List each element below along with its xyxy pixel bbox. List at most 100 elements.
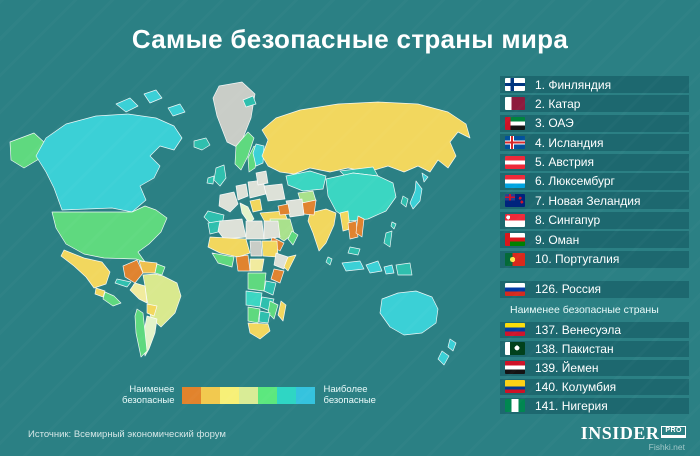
- rank-row-1: 1. Финляндия: [500, 76, 689, 93]
- rank-label: 137. Венесуэла: [535, 322, 622, 337]
- country-ireland: [206, 175, 215, 185]
- legend-swatch-1: [182, 386, 202, 404]
- page-title: Самые безопасные страны мира: [131, 24, 569, 54]
- country-mozambique: [267, 300, 279, 320]
- flag-uae-icon: [505, 116, 525, 130]
- rank-row-6: 6. Люксембург: [500, 172, 689, 190]
- rank-row-russia: 126. Россия: [500, 280, 689, 298]
- country-kenya: [270, 268, 285, 284]
- ranking-panel: 1. Финляндия 2. Катар 3. ОАЭ 4. Исландия…: [500, 76, 689, 417]
- country-usa: [51, 205, 168, 263]
- flag-new-zealand-icon: [505, 194, 525, 208]
- legend-swatch-2: [201, 386, 221, 404]
- flag-colombia-icon: [505, 380, 525, 394]
- legend-label-line: Наиболее: [323, 384, 368, 395]
- logo-name: INSIDER: [580, 423, 660, 443]
- source-text: Источник: Всемирный экономический форум: [28, 429, 226, 440]
- country-sri-lanka: [325, 256, 333, 266]
- country-canada-islands-1: [115, 97, 139, 113]
- country-new-zealand-north: [447, 338, 457, 352]
- country-kazakhstan: [285, 170, 327, 192]
- flag-venezuela-icon: [505, 323, 525, 337]
- legend-swatch-4: [239, 386, 259, 404]
- country-algeria: [217, 218, 247, 240]
- legend-label-line: безопасные: [323, 395, 376, 406]
- least-safe-subtitle: Наименее безопасные страны: [510, 303, 659, 316]
- rank-row-138: 138. Пакистан: [500, 340, 689, 357]
- country-south-africa: [247, 322, 271, 340]
- flag-oman-icon: [505, 233, 525, 247]
- country-nigeria: [235, 254, 251, 272]
- country-thailand: [347, 220, 359, 240]
- country-sulawesi: [383, 264, 395, 275]
- country-baltics: [255, 170, 269, 186]
- rank-label: 138. Пакистан: [535, 341, 614, 356]
- country-madagascar: [277, 300, 287, 322]
- country-colombia: [122, 259, 144, 284]
- flag-russia-icon: [505, 282, 525, 296]
- country-guinea-coast: [211, 252, 235, 268]
- country-new-guinea: [395, 262, 413, 276]
- country-sumatra: [341, 260, 365, 272]
- rank-row-140: 140. Колумбия: [500, 378, 689, 395]
- country-peru: [129, 282, 148, 304]
- country-canada-islands-2: [143, 89, 163, 104]
- country-japan-hokkaido: [421, 172, 429, 183]
- country-canada: [35, 113, 183, 213]
- country-botswana: [258, 310, 271, 324]
- flag-austria-icon: [505, 155, 525, 169]
- rank-label: 7. Новая Зеландия: [535, 193, 641, 208]
- country-angola: [245, 290, 263, 308]
- rank-row-8: 8. Сингапур: [500, 211, 689, 229]
- country-ukraine: [263, 183, 286, 202]
- rank-label: 3. ОАЭ: [535, 116, 574, 131]
- country-finland: [252, 143, 265, 167]
- country-chad: [249, 240, 263, 257]
- country-borneo: [365, 260, 383, 274]
- legend-swatch-3: [220, 386, 240, 404]
- country-vietnam: [355, 215, 365, 238]
- flag-luxembourg-icon: [505, 174, 525, 188]
- country-svalbard: [242, 95, 257, 108]
- flag-yemen-icon: [505, 361, 525, 375]
- country-libya: [245, 220, 265, 240]
- rank-row-141: 141. Нигерия: [500, 397, 689, 414]
- rank-label: 10. Португалия: [535, 252, 620, 267]
- rank-label: 141. Нигерия: [535, 398, 608, 413]
- rank-row-139: 139. Йемен: [500, 359, 689, 376]
- country-germany: [235, 183, 249, 201]
- flag-qatar-icon: [505, 97, 525, 111]
- world-map-countries: [9, 81, 471, 366]
- world-map: [9, 81, 471, 366]
- insider-pro-logo: INSIDER PRO: [581, 424, 686, 442]
- country-china: [325, 172, 397, 222]
- logo-pro-badge: PRO: [661, 426, 686, 438]
- country-france: [218, 191, 239, 213]
- flag-nigeria-icon: [505, 399, 525, 413]
- rank-label: 140. Колумбия: [535, 379, 617, 394]
- rank-label: 139. Йемен: [535, 360, 599, 375]
- flag-portugal-icon: [505, 252, 525, 266]
- country-japan: [409, 180, 423, 210]
- fishki-watermark: Fishki.net: [648, 442, 685, 452]
- country-bolivia: [146, 303, 158, 317]
- rank-row-5: 5. Австрия: [500, 153, 689, 171]
- rank-row-9: 9. Оман: [500, 231, 689, 249]
- country-taiwan: [390, 221, 397, 230]
- country-pakistan: [301, 199, 317, 216]
- rank-label: 9. Оман: [535, 232, 580, 247]
- rank-row-3: 3. ОАЭ: [500, 114, 689, 132]
- country-mexico: [60, 249, 111, 289]
- color-legend: Наименее безопасные Наиболее безопасные: [122, 384, 376, 406]
- country-oman: [287, 230, 299, 246]
- country-iraq: [277, 203, 291, 216]
- country-canada-islands-3: [167, 103, 186, 117]
- flag-finland-icon: [505, 78, 525, 91]
- rank-row-4: 4. Исландия: [500, 134, 689, 152]
- country-cameroon: [249, 258, 265, 272]
- country-korea: [400, 195, 409, 208]
- country-egypt: [263, 220, 281, 240]
- country-australia: [379, 290, 439, 336]
- rank-label: 2. Катар: [535, 96, 581, 111]
